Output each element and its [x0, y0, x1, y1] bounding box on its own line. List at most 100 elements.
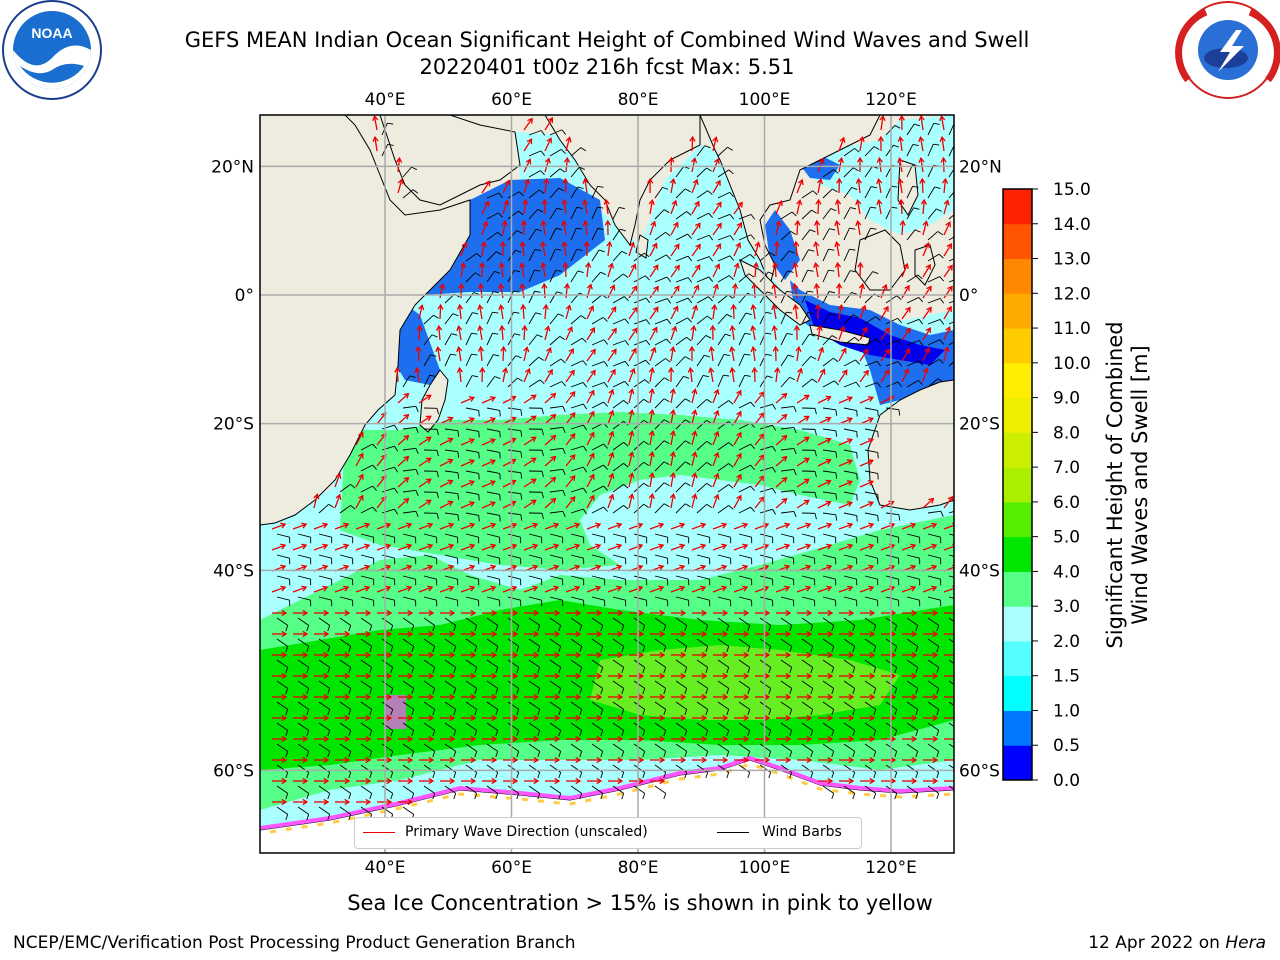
- wave-arrowhead: [876, 177, 883, 185]
- wind-barb-feather: [537, 793, 541, 800]
- wind-barb-feather: [894, 667, 898, 674]
- wave-arrowhead: [512, 714, 519, 722]
- wave-arrow: [355, 586, 370, 593]
- wind-barb: [948, 596, 954, 599]
- wave-arrow: [691, 158, 696, 173]
- wave-arrowhead: [931, 543, 938, 550]
- wind-barb: [507, 596, 521, 601]
- wind-barb: [486, 680, 498, 689]
- wind-barb: [486, 311, 493, 325]
- wind-barb: [738, 273, 750, 283]
- wave-arrowhead: [701, 693, 708, 701]
- wave-arrowhead: [425, 478, 432, 485]
- wave-arrowhead: [449, 693, 456, 701]
- wave-arrowhead: [669, 178, 676, 185]
- wind-barb-feather: [642, 667, 646, 674]
- wind-barb-feather: [516, 730, 520, 737]
- wave-arrowhead: [491, 756, 498, 764]
- wind-barb: [486, 251, 497, 262]
- wind-barb: [864, 701, 876, 710]
- wave-arrowhead: [691, 472, 698, 479]
- wind-barb: [612, 743, 624, 752]
- colorbar-segment: [1003, 675, 1032, 711]
- wave-arrowhead: [806, 609, 813, 617]
- wave-arrow: [649, 410, 654, 425]
- wind-barb-feather: [450, 353, 457, 356]
- wind-barb: [780, 638, 792, 647]
- wave-arrow: [712, 410, 719, 425]
- wave-arrow: [649, 523, 664, 530]
- wave-arrowhead: [498, 303, 505, 311]
- wave-arrow: [712, 223, 722, 236]
- wave-arrowhead: [671, 325, 678, 332]
- wave-arrow: [628, 389, 633, 404]
- wind-barb: [612, 340, 626, 346]
- wave-arrowhead: [407, 630, 414, 638]
- wave-arrowhead: [730, 303, 737, 310]
- wind-barb: [570, 424, 584, 430]
- wave-arrow: [544, 326, 550, 341]
- wind-barb-feather: [870, 206, 877, 209]
- wind-barb-feather: [787, 354, 794, 358]
- wave-arrowhead: [691, 451, 698, 458]
- wind-barb: [339, 617, 351, 626]
- wind-barb-feather: [643, 461, 649, 466]
- wave-arrowhead: [302, 672, 309, 680]
- wind-barb: [780, 659, 792, 668]
- wind-barb: [381, 424, 395, 430]
- wave-arrowhead: [869, 693, 876, 701]
- wind-barb: [885, 381, 899, 388]
- wave-arrowhead: [669, 345, 676, 353]
- wind-barb: [423, 785, 435, 794]
- wave-arrowhead: [543, 177, 550, 184]
- wind-barb: [717, 169, 730, 178]
- wind-barb: [738, 214, 752, 220]
- wind-barb: [927, 722, 939, 731]
- wind-barb: [318, 503, 329, 514]
- wind-barb-feather: [793, 490, 797, 497]
- wave-arrow: [376, 523, 391, 530]
- wind-barb: [297, 617, 309, 626]
- wind-barb: [801, 190, 814, 199]
- wind-barb: [402, 743, 414, 752]
- wind-barb-feather: [600, 688, 604, 695]
- wind-barb-feather: [643, 398, 649, 403]
- wave-arrowhead: [428, 735, 435, 743]
- wave-arrowhead: [532, 585, 539, 592]
- wind-barb: [780, 447, 794, 451]
- wave-arrowhead: [479, 261, 486, 268]
- wave-arrowhead: [701, 609, 708, 617]
- wind-barb: [549, 187, 559, 199]
- wave-arrowhead: [669, 408, 676, 416]
- wind-barb-feather: [912, 143, 919, 147]
- wave-arrowhead: [890, 714, 897, 722]
- wind-barb-feather: [415, 511, 419, 518]
- wave-arrow: [355, 544, 370, 551]
- wave-arrowhead: [491, 735, 498, 743]
- wind-barb: [549, 168, 561, 178]
- wave-arrowhead: [490, 564, 497, 571]
- wind-barb-feather: [453, 625, 457, 632]
- wind-barb-feather: [518, 210, 524, 216]
- map-frame: [259, 114, 955, 854]
- wind-barb: [696, 234, 710, 241]
- wind-barb: [402, 426, 416, 430]
- wave-arrow: [670, 347, 674, 362]
- wave-arrowhead: [344, 630, 351, 638]
- wind-barb-feather: [915, 730, 919, 737]
- wind-barb-feather: [474, 730, 478, 737]
- wind-barb-feather: [534, 269, 541, 272]
- wind-barb-feather: [580, 315, 587, 320]
- wave-arrowhead: [395, 156, 403, 163]
- wave-arrowhead: [945, 326, 951, 333]
- wind-barb: [696, 145, 706, 157]
- wind-barb: [612, 617, 624, 626]
- wave-arrowhead: [343, 543, 350, 550]
- wind-barb: [423, 701, 435, 710]
- wave-arrow: [817, 326, 821, 341]
- wave-arrowhead: [554, 630, 561, 638]
- wind-barb: [738, 234, 752, 241]
- wind-barb-feather: [684, 709, 688, 716]
- wind-barb: [927, 378, 939, 388]
- wave-arrowhead: [659, 651, 666, 659]
